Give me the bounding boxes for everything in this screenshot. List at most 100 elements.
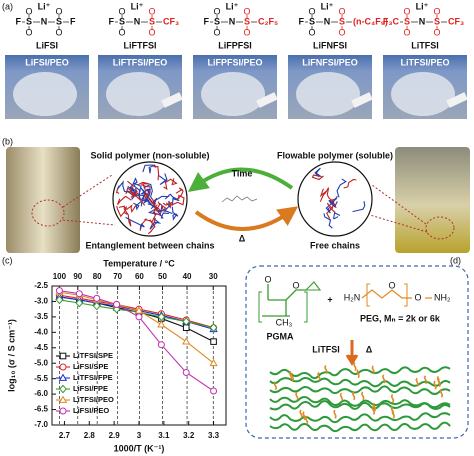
crosslink [324,364,328,375]
marker [75,298,84,308]
polymer-chain [175,187,184,200]
zoom-line [62,174,113,208]
legend-label: LiFSI/SPE [73,362,108,371]
crosslink [304,415,309,425]
crosslink [436,375,441,386]
scheme-frame [245,265,469,439]
oxygen: O [148,27,155,37]
crosslink [423,375,428,385]
polymer-chain [352,201,366,213]
oxygen: O [433,27,440,37]
crosslink [353,361,357,372]
cation: Li⁺ [226,1,239,11]
caption: Entanglement between chains [85,240,214,250]
x-tick-label: 3.3 [208,431,220,440]
crosslink [371,405,376,416]
cation: Li⁺ [321,1,334,11]
oxygen: O [118,27,125,37]
polymer-name: PEG, Mₙ = 2k or 6k [360,313,441,323]
crosslink [371,365,375,375]
pgma-structure [262,284,306,317]
photo-label: LiTFSI/PEO [400,57,449,67]
polymer-chain [336,178,347,198]
x-tick-label: 3 [137,431,142,440]
crosslink [390,405,394,415]
sulfur: S [56,16,62,26]
marker [55,295,64,305]
y-tick-label: -7.0 [34,420,48,429]
x2-tick-label: 80 [93,272,102,281]
polymer-chain [118,205,132,227]
x2-tick-label: 100 [53,272,67,281]
jar-photo [6,147,80,253]
bracket [258,291,308,323]
polymer-chain [333,212,341,220]
marker [210,387,218,395]
oxygen: O [403,27,410,37]
marker [182,337,191,345]
tab [256,92,278,108]
salt-name: LiFPFSI [218,40,252,50]
network-chain [269,385,451,395]
polymer-chain [167,193,180,206]
crosslink [372,402,377,412]
zoom-line [371,184,427,225]
marker [58,373,68,381]
crosslink [302,411,306,421]
y-tick-label: -2.5 [34,281,48,290]
cation: Li⁺ [416,1,429,11]
polymer-chain [343,178,357,189]
legend-label: LiTFSI/SPE [73,351,113,360]
polymer-chain [153,164,160,181]
heat-label: Δ [366,344,373,354]
x2-tick-label: 60 [135,272,144,281]
marker [157,341,165,349]
x2-tick-label: 70 [113,272,122,281]
polymer-chain [171,206,179,221]
highlight [31,199,65,227]
polymer-chain [168,194,185,206]
marker [209,323,218,333]
atom: O [414,292,421,302]
caption: Solid polymer (non-soluble) [91,150,210,160]
network-chain [269,396,451,409]
end-group: CF₃ [163,16,179,26]
oxygen: O [55,27,62,37]
polymer-chain [116,205,128,218]
polymer-chain [116,180,133,193]
crosslink [382,374,386,384]
polymer-chain [152,195,170,205]
polymer-chain [311,174,324,181]
polymer-chain [158,173,168,186]
amine: H₂N [344,292,361,302]
polymer-chain [127,180,146,206]
caption: Flowable polymer (soluble) [277,150,393,160]
y-tick-label: -4.0 [34,327,48,336]
polymer-chain [327,200,334,210]
oxygen: O [243,27,250,37]
marker [210,338,217,345]
sulfur: S [119,16,125,26]
crosslink [288,370,293,380]
polymer-chain [134,194,157,208]
salt-label: LiTFSI [312,344,340,354]
y-tick-label: -6.5 [34,405,48,414]
sulfur: S [244,16,250,26]
x-tick-label: 2.8 [84,431,96,440]
legend-label: LiFSI/PEO [73,406,109,415]
y-tick-label: -3.0 [34,297,48,306]
tab [161,92,183,108]
marker [75,290,83,298]
x-tick-label: 3.2 [183,431,195,440]
x-tick-label: 2.7 [59,431,71,440]
amine: NH₂ [434,292,451,302]
polymer-chain [325,195,338,214]
x-tick-label: 2.9 [109,431,121,440]
film-disc [391,72,455,116]
oxygen: O [338,6,345,16]
network-chain [269,377,451,388]
photo-label: LiFPFSI/PEO [207,57,262,67]
nitrogen: N [41,16,48,26]
nitrogen: N [419,16,426,26]
end-group: C₂F₅ [258,16,278,26]
